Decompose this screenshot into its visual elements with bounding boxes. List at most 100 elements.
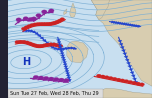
- Polygon shape: [60, 53, 64, 55]
- Polygon shape: [65, 47, 69, 50]
- Circle shape: [46, 22, 51, 25]
- Circle shape: [28, 42, 33, 45]
- Circle shape: [27, 25, 32, 28]
- Polygon shape: [130, 72, 134, 74]
- Polygon shape: [25, 30, 29, 32]
- Polygon shape: [17, 21, 20, 23]
- Polygon shape: [67, 77, 71, 79]
- Circle shape: [38, 22, 43, 25]
- Polygon shape: [64, 9, 67, 15]
- Circle shape: [23, 17, 29, 20]
- Polygon shape: [66, 75, 70, 77]
- Circle shape: [36, 14, 41, 17]
- Polygon shape: [63, 64, 67, 66]
- Polygon shape: [123, 53, 127, 55]
- Polygon shape: [64, 68, 68, 70]
- Polygon shape: [30, 30, 34, 32]
- Polygon shape: [42, 13, 45, 15]
- Polygon shape: [133, 24, 137, 27]
- Circle shape: [97, 74, 101, 77]
- Polygon shape: [54, 47, 58, 49]
- Circle shape: [50, 22, 55, 25]
- Circle shape: [49, 9, 54, 12]
- Circle shape: [31, 43, 35, 46]
- Circle shape: [24, 26, 29, 29]
- Polygon shape: [120, 46, 124, 49]
- Polygon shape: [121, 50, 125, 52]
- Polygon shape: [113, 21, 117, 24]
- Circle shape: [124, 80, 129, 83]
- Polygon shape: [40, 37, 43, 39]
- Circle shape: [140, 83, 144, 86]
- Circle shape: [33, 75, 39, 79]
- Polygon shape: [58, 46, 62, 48]
- Polygon shape: [125, 23, 129, 25]
- Circle shape: [18, 40, 23, 43]
- Polygon shape: [119, 22, 123, 24]
- Polygon shape: [60, 48, 64, 50]
- Text: Sun Tue 27 Feb, Wed 28 Feb, Thu 29: Sun Tue 27 Feb, Wed 28 Feb, Thu 29: [10, 91, 98, 96]
- Polygon shape: [43, 39, 46, 42]
- Circle shape: [21, 27, 26, 30]
- Circle shape: [48, 22, 53, 25]
- Polygon shape: [117, 22, 121, 24]
- Circle shape: [41, 10, 47, 13]
- Polygon shape: [119, 43, 123, 46]
- Circle shape: [52, 43, 57, 46]
- Polygon shape: [123, 23, 127, 25]
- Polygon shape: [73, 47, 77, 49]
- Polygon shape: [91, 0, 152, 86]
- Polygon shape: [56, 39, 60, 42]
- Polygon shape: [38, 78, 41, 80]
- Circle shape: [48, 43, 53, 46]
- Circle shape: [41, 22, 46, 25]
- Circle shape: [33, 23, 37, 26]
- Polygon shape: [32, 31, 36, 33]
- Circle shape: [59, 78, 64, 82]
- Polygon shape: [91, 0, 109, 20]
- Circle shape: [35, 22, 40, 26]
- Circle shape: [136, 82, 140, 85]
- Circle shape: [43, 22, 48, 25]
- Bar: [0, 0, 8, 98]
- Polygon shape: [28, 20, 31, 22]
- Circle shape: [120, 79, 125, 82]
- Polygon shape: [125, 59, 129, 61]
- Circle shape: [55, 44, 60, 47]
- Polygon shape: [127, 23, 131, 26]
- Circle shape: [43, 76, 49, 80]
- Polygon shape: [59, 50, 63, 53]
- Circle shape: [28, 17, 34, 21]
- Circle shape: [128, 80, 133, 84]
- Polygon shape: [58, 44, 62, 46]
- Polygon shape: [35, 32, 39, 35]
- Polygon shape: [138, 25, 141, 27]
- Polygon shape: [133, 78, 136, 80]
- Polygon shape: [22, 19, 26, 21]
- Circle shape: [58, 44, 63, 48]
- Circle shape: [112, 77, 117, 80]
- Polygon shape: [62, 48, 66, 50]
- Polygon shape: [68, 47, 72, 49]
- Polygon shape: [59, 48, 63, 50]
- Polygon shape: [33, 20, 36, 22]
- Polygon shape: [57, 41, 61, 44]
- Polygon shape: [135, 25, 139, 27]
- Circle shape: [42, 44, 47, 47]
- Polygon shape: [48, 11, 51, 13]
- Polygon shape: [37, 34, 41, 37]
- Polygon shape: [45, 42, 49, 44]
- Text: H: H: [22, 57, 30, 67]
- Polygon shape: [131, 24, 135, 26]
- Polygon shape: [129, 69, 133, 71]
- Circle shape: [104, 76, 109, 79]
- Circle shape: [16, 18, 21, 21]
- Polygon shape: [28, 29, 31, 32]
- Polygon shape: [70, 3, 76, 18]
- Polygon shape: [61, 55, 65, 57]
- Polygon shape: [58, 80, 61, 82]
- Circle shape: [48, 77, 54, 81]
- Circle shape: [40, 44, 45, 47]
- Circle shape: [31, 17, 37, 20]
- Circle shape: [116, 78, 121, 81]
